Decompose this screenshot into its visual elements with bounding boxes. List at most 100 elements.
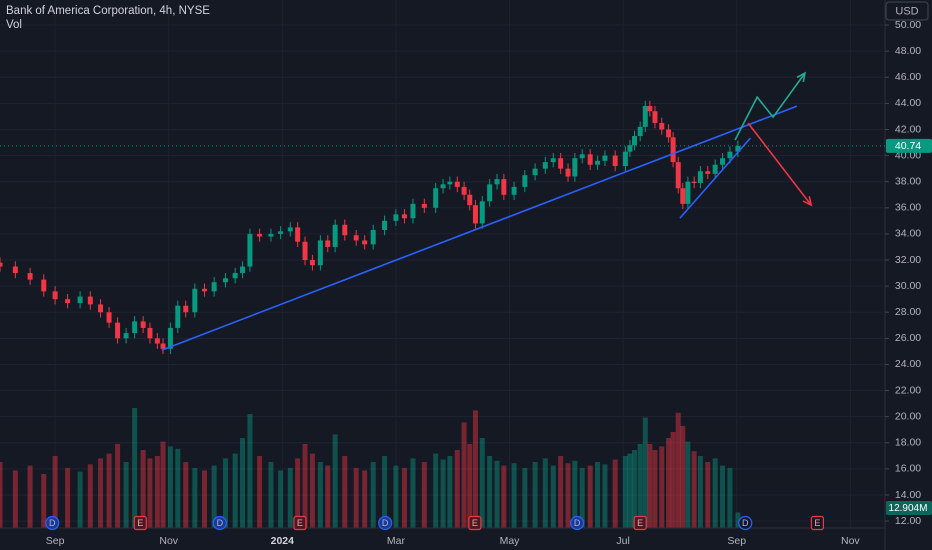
volume-bar [167,446,173,528]
candle-body [558,158,564,169]
candle-body [712,164,718,174]
y-tick-label: 36.00 [895,202,921,214]
volume-bar [410,458,416,528]
candle-body [532,168,538,176]
volume-bar [627,453,633,528]
volume-bar [587,465,593,528]
candle-layer [0,100,741,355]
volume-bar [0,462,3,528]
y-tick-label: 16.00 [895,463,921,475]
event-label: E [814,518,820,528]
volume-bar [268,462,274,528]
volume-bar [522,468,528,528]
volume-bar [287,468,293,528]
event-label: E [297,518,303,528]
event-label: D [574,518,581,528]
trend-line [679,137,751,219]
volume-bar [223,458,229,528]
y-tick-label: 14.00 [895,489,921,501]
chart-title: Bank of America Corporation, 4h, NYSE [6,5,210,17]
candle-body [0,262,3,267]
candle-body [167,327,173,349]
y-tick-label: 46.00 [895,71,921,83]
earnings-marker [468,515,482,531]
candle-body [511,186,517,195]
candle-body [98,304,104,313]
volume-bar [370,462,376,528]
candle-body [27,273,33,280]
dividend-marker [45,515,60,531]
dividend-marker [738,515,753,531]
volume-bar [140,450,146,528]
candle-body [652,111,658,123]
volume-title: Vol [6,19,22,31]
candle-body [123,333,129,339]
currency-button[interactable] [885,1,929,21]
volume-bar [295,458,301,528]
volume-bar [115,444,121,528]
volume-bar [705,462,711,528]
candle-body [52,291,58,300]
candle-body [479,201,485,224]
y-tick-label: 18.00 [895,437,921,449]
candle-body [132,321,138,334]
volume-bar [123,462,129,528]
candle-body [370,229,376,245]
candle-body [247,233,253,267]
candle-body [421,203,427,208]
x-tick-label: Sep [727,535,746,547]
volume-bar [192,468,198,528]
volume-bar [675,412,681,528]
last-price-label: 40.74 [895,140,921,152]
volume-bar [232,453,238,528]
candle-body [666,129,672,138]
volume-bar [558,456,564,528]
volume-bar [647,444,653,528]
volume-bar [382,456,388,528]
candle-body [727,151,733,159]
volume-bar [697,456,703,528]
last-price-box [886,138,932,153]
y-tick-label: 38.00 [895,175,921,187]
candle-body [401,214,407,219]
volume-bar [631,450,637,528]
axes: 12.00 14.00 16.00 18.00 20.00 22.00 24.00 26.00… [0,19,932,547]
volume-bar [494,460,500,528]
event-label: D [217,518,224,528]
candle-body [659,122,665,130]
volume-bar [302,444,308,528]
volume-bar [201,470,207,528]
event-label: E [137,518,143,528]
volume-bar [98,458,104,528]
candle-body [602,155,608,161]
arrow-head [802,196,813,207]
volume-bar [511,463,517,528]
earnings-marker [810,515,825,531]
volume-bar [342,456,348,528]
candle-body [579,154,585,159]
volume-bar [685,441,691,528]
candle-body [65,299,71,304]
dividend-marker [378,515,393,531]
x-tick-label: May [500,535,521,547]
dividend-marker [570,515,585,531]
candle-body [637,126,643,137]
volume-bar [454,450,460,528]
volume-bar [447,456,453,528]
event-label: D [49,518,56,528]
event-label: D [382,518,389,528]
volume-bar [691,451,697,528]
candle-body [211,282,217,292]
candle-body [325,240,331,247]
currency-label[interactable]: USD [895,5,918,17]
x-tick-label: Sep [46,535,65,547]
x-tick-label: Mar [387,535,406,547]
volume-bar [652,450,658,528]
candle-body [115,322,121,339]
dividend-marker [212,515,227,531]
volume-bar [393,465,399,528]
volume-bar [579,468,585,528]
